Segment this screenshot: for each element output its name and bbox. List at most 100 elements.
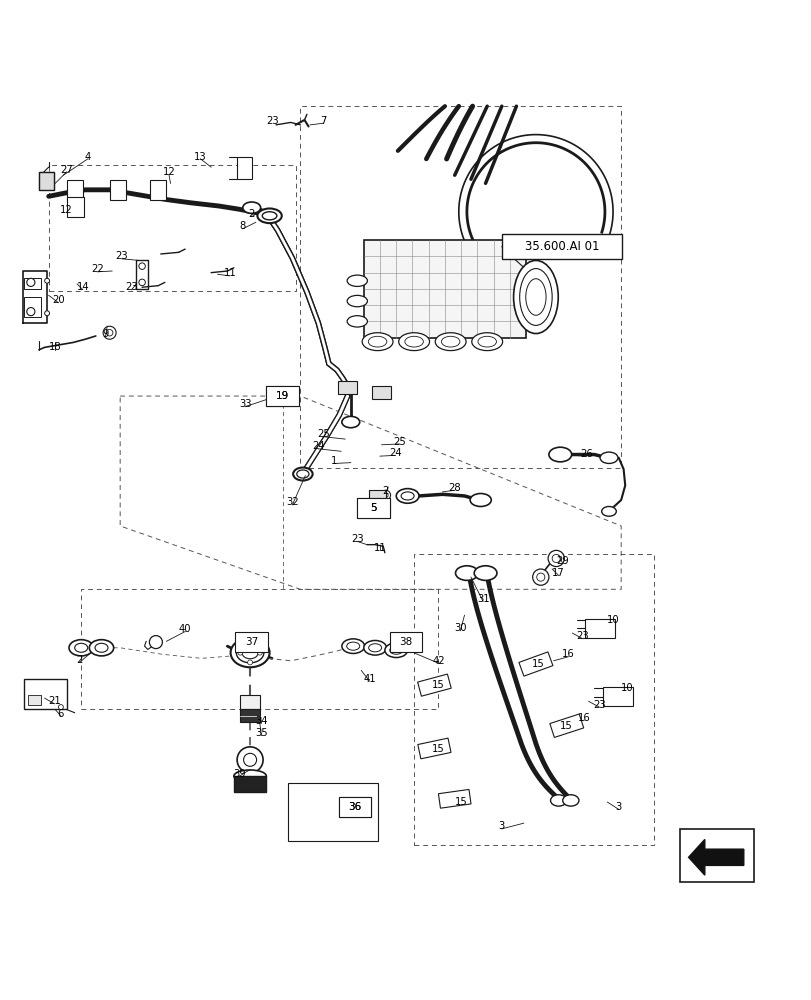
Text: 42: 42 <box>431 656 444 666</box>
FancyBboxPatch shape <box>602 687 633 706</box>
FancyBboxPatch shape <box>266 386 298 406</box>
Text: 1: 1 <box>331 456 337 466</box>
Text: 23: 23 <box>592 700 605 710</box>
Circle shape <box>551 554 560 563</box>
Text: 16: 16 <box>577 713 590 723</box>
Circle shape <box>247 640 252 645</box>
FancyBboxPatch shape <box>288 783 377 841</box>
Circle shape <box>243 753 256 766</box>
Text: 14: 14 <box>76 282 89 292</box>
Text: 27: 27 <box>60 165 73 175</box>
Circle shape <box>383 493 388 498</box>
Text: 6: 6 <box>58 709 64 719</box>
FancyBboxPatch shape <box>357 498 389 518</box>
Ellipse shape <box>346 642 359 650</box>
Ellipse shape <box>470 494 491 506</box>
FancyBboxPatch shape <box>266 386 298 406</box>
Text: 17: 17 <box>551 568 564 578</box>
Text: 36: 36 <box>348 802 361 812</box>
Ellipse shape <box>398 333 429 351</box>
FancyBboxPatch shape <box>369 490 385 500</box>
Text: 12: 12 <box>60 205 73 215</box>
FancyBboxPatch shape <box>240 695 260 709</box>
Text: 28: 28 <box>448 483 461 493</box>
Circle shape <box>257 650 262 655</box>
Circle shape <box>237 747 263 773</box>
Text: 21: 21 <box>48 696 61 706</box>
FancyBboxPatch shape <box>389 632 422 652</box>
Text: 38: 38 <box>399 637 412 647</box>
FancyBboxPatch shape <box>67 197 84 217</box>
Polygon shape <box>418 738 450 759</box>
Circle shape <box>27 278 35 286</box>
Ellipse shape <box>601 506 616 516</box>
Text: 32: 32 <box>285 497 298 507</box>
FancyBboxPatch shape <box>67 180 83 200</box>
Ellipse shape <box>341 416 359 428</box>
Circle shape <box>238 650 242 655</box>
Circle shape <box>58 705 63 709</box>
FancyBboxPatch shape <box>39 172 54 190</box>
FancyBboxPatch shape <box>109 180 126 200</box>
Ellipse shape <box>368 336 386 347</box>
Circle shape <box>45 278 49 283</box>
FancyBboxPatch shape <box>584 619 615 638</box>
Text: 31: 31 <box>476 594 489 604</box>
Ellipse shape <box>478 336 496 347</box>
FancyBboxPatch shape <box>501 234 621 259</box>
Text: 8: 8 <box>239 221 246 231</box>
Text: 19: 19 <box>276 391 289 401</box>
Ellipse shape <box>389 646 402 654</box>
Circle shape <box>268 210 277 220</box>
Circle shape <box>380 490 390 500</box>
Ellipse shape <box>242 202 260 213</box>
Text: 2: 2 <box>248 209 255 219</box>
Polygon shape <box>688 839 743 875</box>
FancyBboxPatch shape <box>24 679 67 709</box>
Text: 4: 4 <box>84 152 91 162</box>
Ellipse shape <box>455 566 478 580</box>
FancyBboxPatch shape <box>338 797 371 817</box>
Circle shape <box>139 263 145 269</box>
Text: 3: 3 <box>498 821 504 831</box>
FancyBboxPatch shape <box>237 157 251 179</box>
Text: 25: 25 <box>316 429 329 439</box>
Ellipse shape <box>405 336 423 347</box>
Ellipse shape <box>341 639 364 653</box>
FancyBboxPatch shape <box>371 386 391 399</box>
Ellipse shape <box>519 269 551 325</box>
Ellipse shape <box>368 644 381 652</box>
FancyBboxPatch shape <box>24 297 41 317</box>
Circle shape <box>547 550 564 567</box>
Ellipse shape <box>236 643 264 663</box>
FancyBboxPatch shape <box>24 278 41 289</box>
Circle shape <box>532 569 548 585</box>
FancyBboxPatch shape <box>235 632 268 652</box>
Text: 20: 20 <box>52 295 65 305</box>
Ellipse shape <box>471 333 502 351</box>
Ellipse shape <box>293 468 312 481</box>
Text: 39: 39 <box>233 769 246 779</box>
Ellipse shape <box>550 795 566 806</box>
Circle shape <box>139 279 145 286</box>
Text: 3: 3 <box>615 802 621 812</box>
Polygon shape <box>518 652 552 676</box>
FancyBboxPatch shape <box>240 709 260 722</box>
Text: 15: 15 <box>431 680 444 690</box>
Text: 23: 23 <box>125 282 138 292</box>
Text: 2: 2 <box>76 655 83 665</box>
Text: 15: 15 <box>559 721 572 731</box>
Ellipse shape <box>548 447 571 462</box>
Circle shape <box>536 573 544 581</box>
Text: 22: 22 <box>91 264 104 274</box>
Ellipse shape <box>346 295 367 307</box>
FancyBboxPatch shape <box>357 498 389 518</box>
Ellipse shape <box>526 279 545 315</box>
Ellipse shape <box>297 470 308 478</box>
Ellipse shape <box>362 333 393 351</box>
Text: 15: 15 <box>431 744 444 754</box>
Ellipse shape <box>89 640 114 656</box>
Ellipse shape <box>262 212 277 220</box>
Ellipse shape <box>441 336 459 347</box>
Text: 40: 40 <box>178 624 191 634</box>
